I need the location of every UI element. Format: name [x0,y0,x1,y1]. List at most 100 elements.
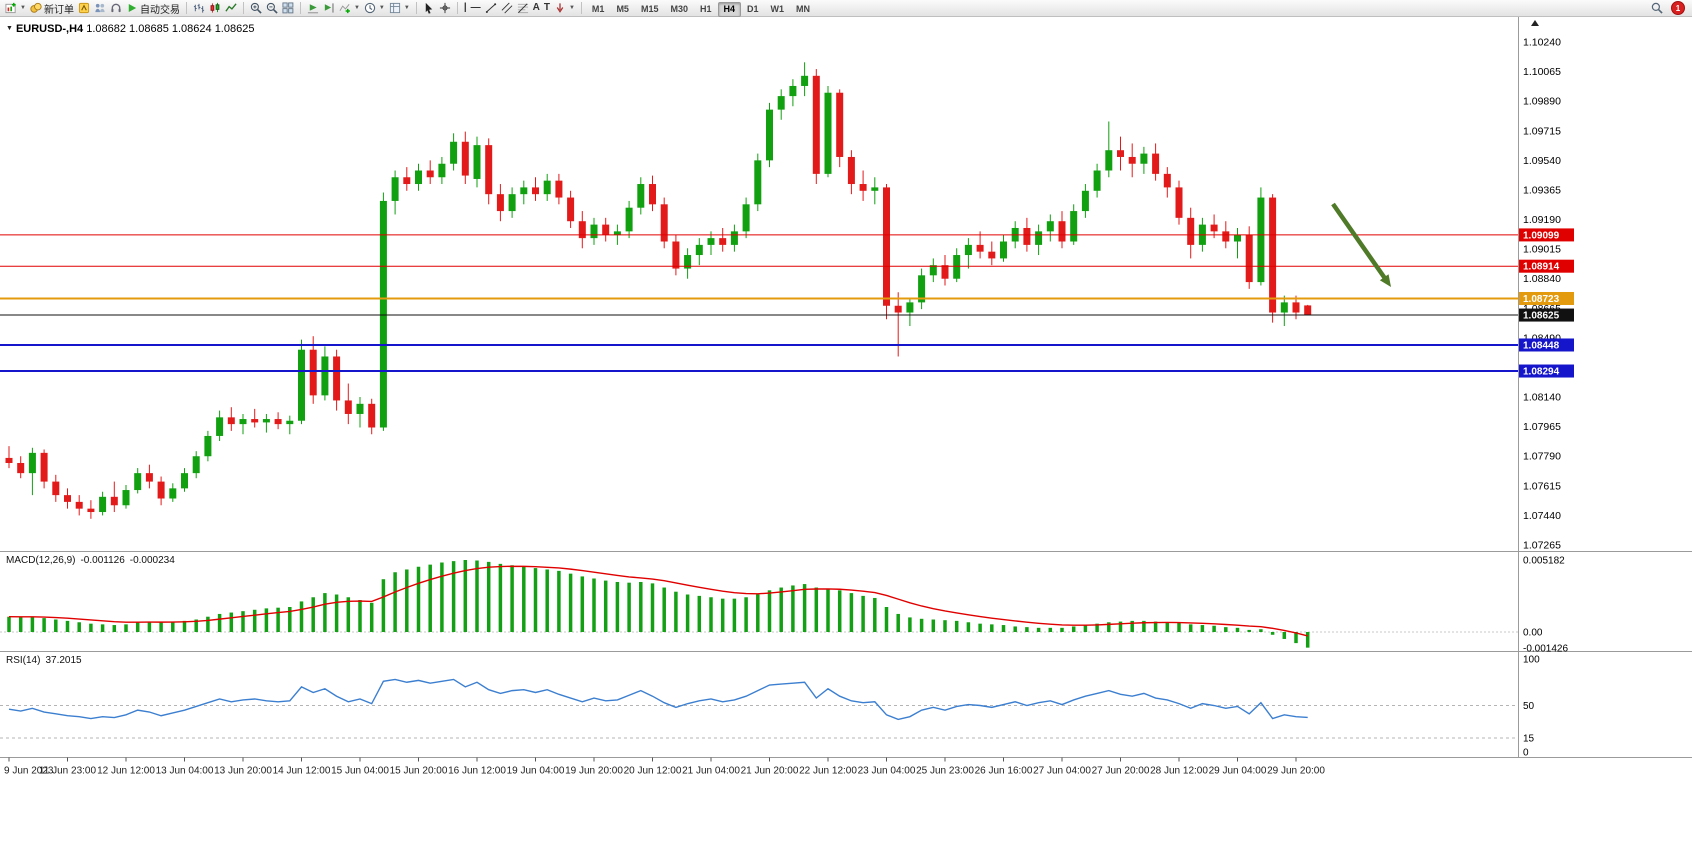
chevron-down-icon: ▼ [378,5,385,11]
svg-text:14 Jun 12:00: 14 Jun 12:00 [273,766,331,777]
bar-chart-icon [193,3,205,13]
timeframe-button-W1[interactable]: W1 [765,2,791,17]
svg-text:15: 15 [1523,734,1535,745]
axis-frame [0,17,1692,758]
toolbar-right-group: 1 [1649,1,1689,16]
toolbar: ▼ 新订单 自动交易 [0,0,1692,17]
play-icon [128,4,137,12]
timeframe-button-M5[interactable]: M5 [610,2,635,17]
svg-text:1.07790: 1.07790 [1523,451,1561,463]
chart-canvas[interactable]: 1.10240 1.10065 1.09890 1.09715 1.09540 1.093… [0,17,1692,842]
svg-text:1.09890: 1.09890 [1523,96,1561,108]
candlestick-chart-button[interactable] [207,1,223,16]
tile-windows-button[interactable] [280,1,296,16]
svg-text:0.00: 0.00 [1523,628,1543,639]
svg-text:1.08625: 1.08625 [1523,311,1560,322]
chart-shift-icon [324,3,334,13]
auto-scroll-button[interactable] [305,1,321,16]
metaeditor-button[interactable] [76,1,92,16]
svg-text:15 Jun 20:00: 15 Jun 20:00 [390,766,448,777]
chart-shift-button[interactable] [321,1,337,16]
line-chart-button[interactable] [223,1,239,16]
cursor-icon [425,2,433,14]
trendline-icon [485,3,496,13]
svg-text:16 Jun 12:00: 16 Jun 12:00 [448,766,506,777]
svg-text:1.09099: 1.09099 [1523,230,1560,241]
new-order-button[interactable]: 新订单 [28,1,76,16]
headset-icon [111,3,121,13]
svg-text:1.07440: 1.07440 [1523,510,1561,522]
search-icon [1651,2,1663,14]
fibonacci-icon [517,3,528,14]
chevron-down-icon: ▼ [568,5,575,11]
text-button[interactable]: A [531,1,542,16]
timeframe-button-M1[interactable]: M1 [586,2,611,17]
svg-text:1.09190: 1.09190 [1523,214,1561,226]
svg-text:1.09015: 1.09015 [1523,244,1561,256]
svg-text:1.07615: 1.07615 [1523,480,1561,492]
crosshair-button[interactable] [437,1,453,16]
text-icon: A [532,2,540,13]
clock-icon [364,2,376,14]
svg-text:28 Jun 12:00: 28 Jun 12:00 [1150,766,1208,777]
svg-text:27 Jun 20:00: 27 Jun 20:00 [1092,766,1150,777]
tile-windows-icon [282,2,294,14]
experts-button[interactable] [108,1,124,16]
toolbar-separator [185,2,187,14]
svg-text:29 Jun 04:00: 29 Jun 04:00 [1209,766,1267,777]
autotrading-button[interactable]: 自动交易 [124,1,182,16]
cursor-button[interactable] [421,1,437,16]
channel-button[interactable] [499,1,515,16]
label-icon: T [543,2,550,13]
notification-badge[interactable]: 1 [1671,1,1685,15]
timeframe-button-MN[interactable]: MN [790,2,816,17]
svg-text:50: 50 [1523,701,1535,712]
new-chart-button[interactable]: ▼ [3,1,28,16]
rsi-name: RSI(14) [6,655,41,666]
svg-text:1.08723: 1.08723 [1523,294,1560,305]
macd-signal-value: -0.000234 [129,555,175,566]
timeframe-button-H1[interactable]: H1 [694,2,718,17]
svg-text:25 Jun 23:00: 25 Jun 23:00 [916,766,974,777]
toolbar-separator [456,2,458,14]
templates-button[interactable]: ▼ [387,1,412,16]
timeframe-button-D1[interactable]: D1 [741,2,765,17]
svg-text:1.10065: 1.10065 [1523,66,1561,78]
svg-text:-0.001426: -0.001426 [1523,644,1568,655]
profiles-icon [95,3,105,13]
svg-text:13 Jun 20:00: 13 Jun 20:00 [214,766,272,777]
svg-text:1.10240: 1.10240 [1523,37,1561,49]
zoom-in-button[interactable] [248,1,264,16]
candlestick-chart-icon [210,2,220,13]
channel-icon [501,2,513,14]
svg-text:22 Jun 12:00: 22 Jun 12:00 [799,766,857,777]
fibonacci-button[interactable] [515,1,531,16]
profiles-button[interactable] [92,1,108,16]
arrows-button[interactable]: ▼ [552,1,577,16]
search-button[interactable] [1649,1,1665,16]
label-button[interactable]: T [542,1,552,16]
svg-text:11 Jun 23:00: 11 Jun 23:00 [39,766,97,777]
timeframe-button-M30[interactable]: M30 [664,2,694,17]
zoom-in-icon [250,2,262,14]
svg-text:19 Jun 04:00: 19 Jun 04:00 [507,766,565,777]
indicators-button[interactable]: ▼ [337,1,362,16]
zoom-out-button[interactable] [264,1,280,16]
scale-scroll-arrow [1531,20,1539,26]
trendline-button[interactable] [483,1,499,16]
bar-chart-button[interactable] [191,1,207,16]
svg-text:0.005182: 0.005182 [1523,556,1565,567]
macd-pane: 0.005182 0.00 -0.001426 [0,556,1568,655]
timeframe-button-M15[interactable]: M15 [635,2,665,17]
hlines-layer [0,234,1518,373]
svg-text:15 Jun 04:00: 15 Jun 04:00 [331,766,389,777]
svg-text:23 Jun 04:00: 23 Jun 04:00 [858,766,916,777]
vertical-line-button[interactable]: | [462,1,469,16]
timeframe-button-H4[interactable]: H4 [717,1,742,17]
price-tags: 1.09099 1.08914 1.08723 1.08625 1.08448 1.082… [1519,228,1574,378]
indicators-icon [339,4,350,14]
periods-button[interactable]: ▼ [362,1,387,16]
horizontal-line-button[interactable]: — [469,1,483,16]
